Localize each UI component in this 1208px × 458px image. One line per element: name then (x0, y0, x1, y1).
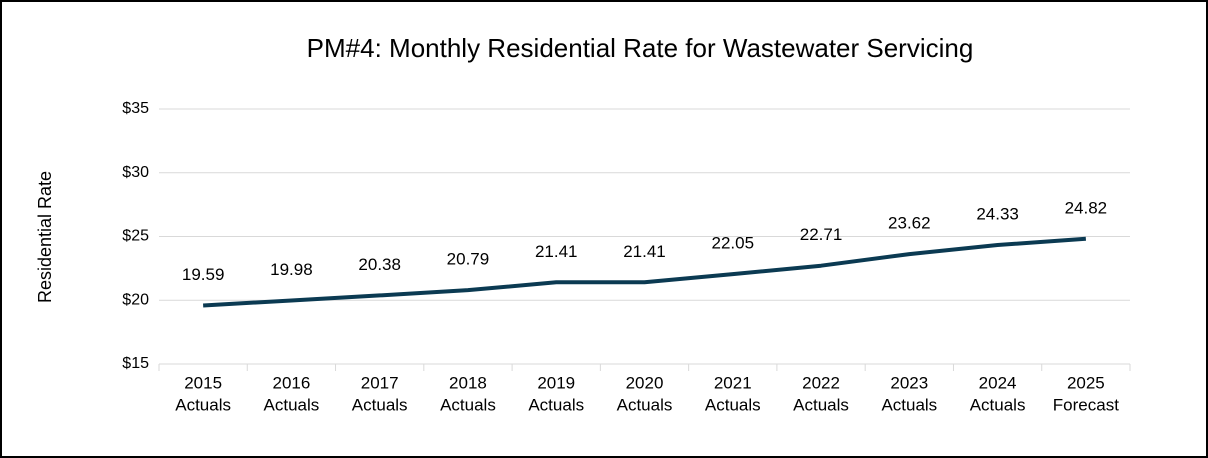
x-tick-label: Actuals (440, 395, 496, 414)
x-tick-label: Actuals (264, 395, 320, 414)
data-label: 21.41 (623, 242, 666, 261)
y-tick-label: $15 (122, 355, 149, 372)
x-tick-label: 2024 (979, 373, 1017, 392)
x-tick-label: Actuals (881, 395, 937, 414)
x-tick-label: Actuals (970, 395, 1026, 414)
x-tick-label: Actuals (352, 395, 408, 414)
data-label: 24.33 (976, 205, 1019, 224)
chart-title: PM#4: Monthly Residential Rate for Waste… (307, 33, 974, 63)
x-tick-label: 2018 (449, 373, 487, 392)
y-axis-label: Residential Rate (35, 171, 55, 303)
x-tick-label: 2025 (1067, 373, 1105, 392)
y-tick-label: $30 (122, 164, 149, 181)
data-label: 22.71 (800, 225, 843, 244)
data-label: 20.38 (358, 255, 401, 274)
line (203, 236, 1087, 308)
y-tick-label: $25 (122, 228, 149, 245)
data-label: 19.59 (182, 265, 225, 284)
x-tick-label: 2021 (714, 373, 752, 392)
y-tick-label: $20 (122, 291, 149, 308)
x-tick-label: 2023 (890, 373, 928, 392)
x-tick-label: 2016 (272, 373, 310, 392)
data-label: 19.98 (270, 260, 313, 279)
x-tick-label: 2022 (802, 373, 840, 392)
x-tick-label: Actuals (175, 395, 231, 414)
y-tick-label: $35 (122, 100, 149, 117)
x-tick-label: Actuals (705, 395, 761, 414)
x-tick-label: 2017 (361, 373, 399, 392)
data-label: 24.82 (1065, 198, 1108, 217)
data-label: 21.41 (535, 242, 578, 261)
data-label: 20.79 (447, 250, 490, 269)
x-tick-label: 2020 (626, 373, 664, 392)
data-label: 22.05 (711, 234, 754, 253)
data-label: 23.62 (888, 214, 931, 233)
x-tick-label: Actuals (617, 395, 673, 414)
x-tick-label: 2015 (184, 373, 222, 392)
x-tick-label: 2019 (537, 373, 575, 392)
x-tick-label: Actuals (793, 395, 849, 414)
x-tick-label: Forecast (1053, 395, 1119, 414)
x-tick-label: Actuals (528, 395, 584, 414)
